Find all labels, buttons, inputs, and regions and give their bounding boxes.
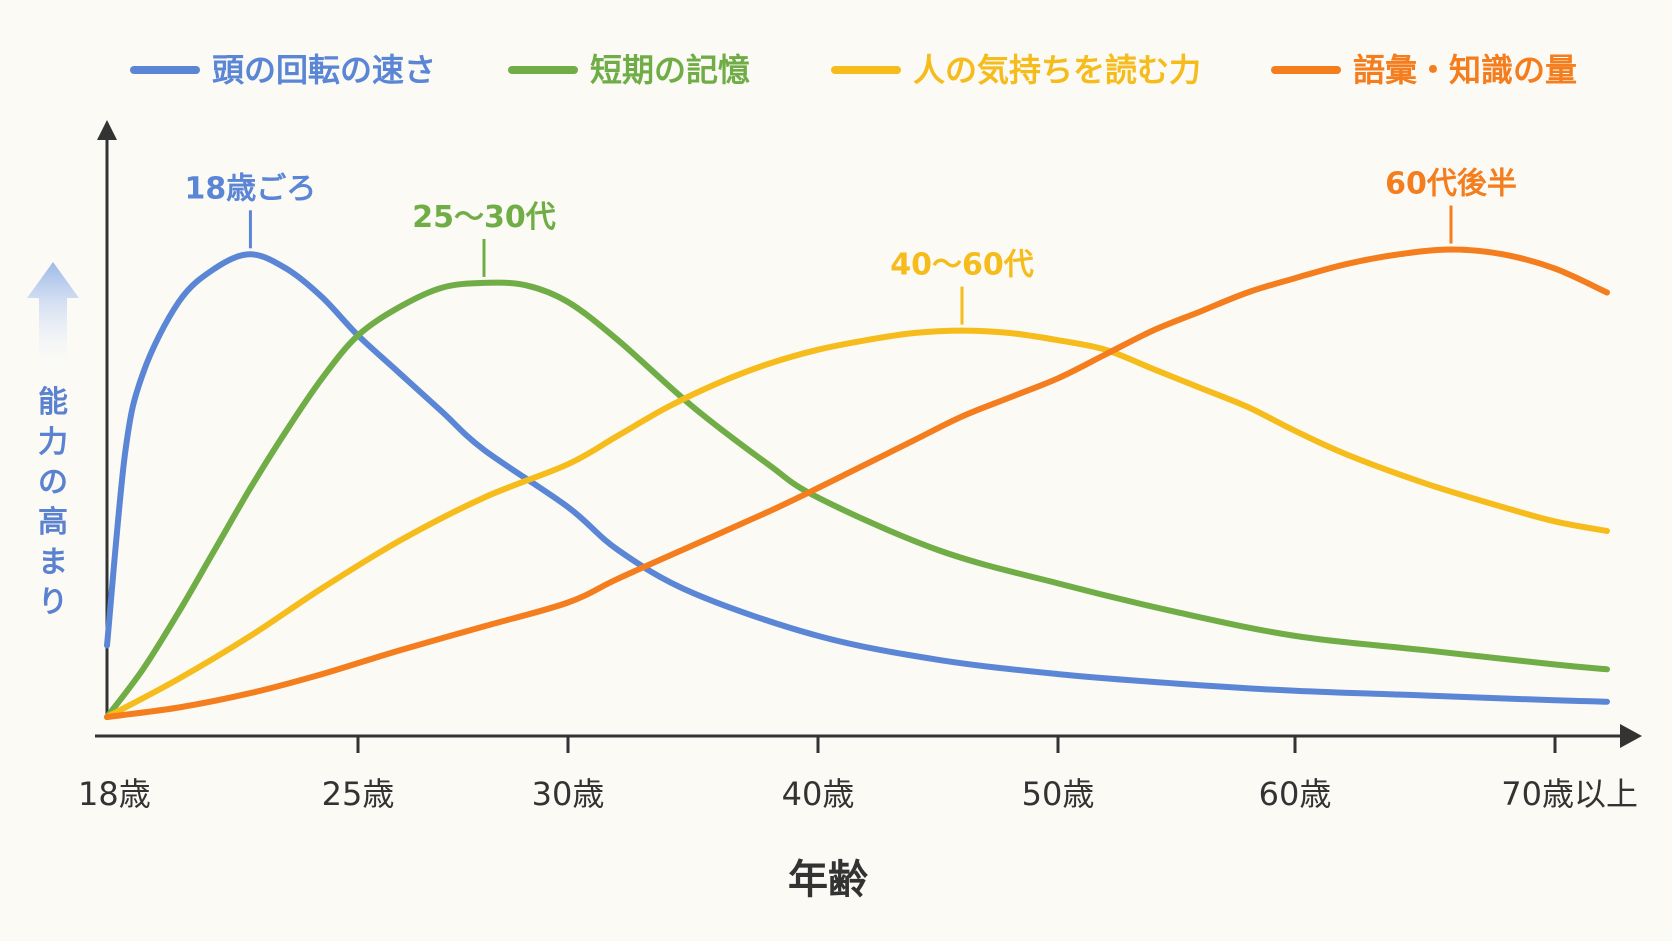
peak-label: 18歳ごろ <box>185 171 317 206</box>
series-line-4 <box>104 246 1610 720</box>
peak-annotation-2: 25～30代 <box>412 200 556 277</box>
legend-item-2: 短期の記憶 <box>508 51 750 89</box>
y-axis-label-group: 能力の高まり <box>27 262 79 620</box>
y-axis-label: 能力の高まり <box>38 385 68 620</box>
peak-annotation-1: 18歳ごろ <box>185 171 317 249</box>
legend-label: 語彙・知識の量 <box>1353 51 1577 89</box>
legend: 頭の回転の速さ 短期の記憶 人の気持ちを読む力 語彙・知識の量 <box>130 51 1577 89</box>
legend-item-3: 人の気持ちを読む力 <box>831 51 1201 89</box>
y-axis-arrow <box>97 120 117 140</box>
series-lines <box>104 246 1610 720</box>
x-ticks: 18歳 25歳 30歳 40歳 50歳 60歳 70歳以上 <box>78 736 1638 813</box>
peak-label: 25～30代 <box>412 200 556 235</box>
legend-item-4: 語彙・知識の量 <box>1271 51 1577 89</box>
peak-label: 60代後半 <box>1385 167 1517 202</box>
axes <box>95 120 1642 748</box>
peak-annotation-3: 40～60代 <box>890 248 1034 325</box>
x-tick-label: 30歳 <box>532 775 605 813</box>
x-tick-label: 18歳 <box>78 775 151 813</box>
legend-label: 短期の記憶 <box>590 51 750 89</box>
x-tick-label: 60歳 <box>1259 775 1332 813</box>
legend-label: 人の気持ちを読む力 <box>913 51 1201 89</box>
legend-item-1: 頭の回転の速さ <box>130 51 436 89</box>
peak-annotations: 18歳ごろ 25～30代 40～60代 60代後半 <box>185 167 1517 325</box>
peak-label: 40～60代 <box>890 248 1034 283</box>
x-axis-arrow <box>1620 724 1642 748</box>
peak-annotation-4: 60代後半 <box>1385 167 1517 244</box>
up-arrow-icon <box>27 262 79 372</box>
x-tick-label: 70歳以上 <box>1501 775 1638 813</box>
x-tick-label: 40歳 <box>782 775 855 813</box>
x-tick-label: 25歳 <box>322 775 395 813</box>
series-line-2 <box>104 279 1610 720</box>
x-tick-label: 50歳 <box>1022 775 1095 813</box>
series-line-3 <box>104 327 1610 720</box>
legend-label: 頭の回転の速さ <box>212 51 436 89</box>
series-line-1 <box>104 251 1610 705</box>
x-axis-label: 年齢 <box>788 857 868 903</box>
